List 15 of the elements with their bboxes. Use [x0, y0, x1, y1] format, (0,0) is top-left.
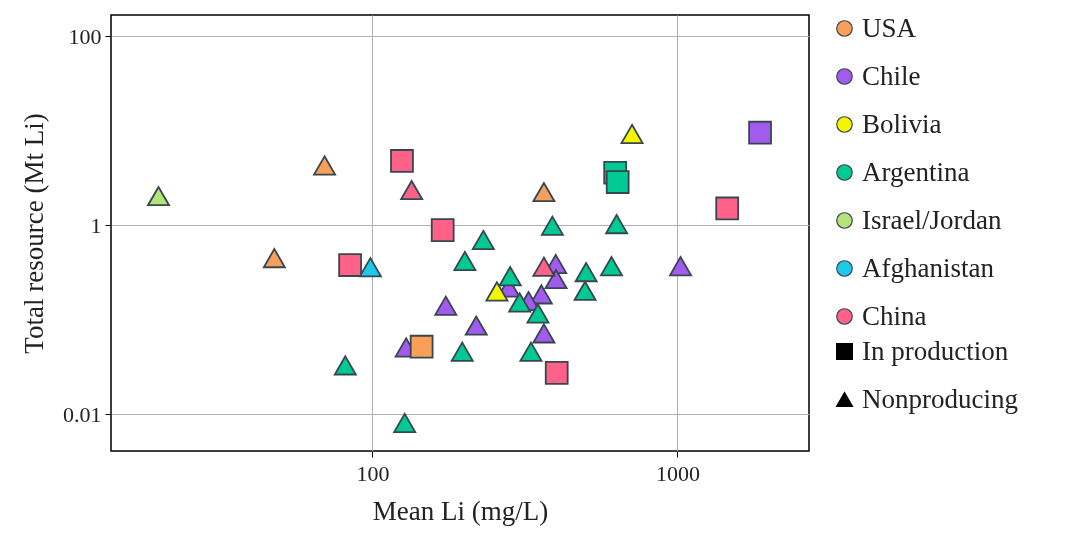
y-tick-label: 1 — [90, 212, 102, 238]
legend-label: China — [862, 300, 927, 331]
legend-label: Nonproducing — [862, 383, 1018, 414]
y-axis-title: Total resource (Mt Li) — [19, 113, 49, 354]
legend-label: Israel/Jordan — [862, 204, 1002, 235]
legend-label: In production — [862, 335, 1009, 366]
legend-label: Bolivia — [862, 108, 942, 139]
legend-label: Afghanistan — [862, 252, 995, 283]
x-axis-title: Mean Li (mg/L) — [372, 495, 549, 526]
legend-label: Argentina — [862, 156, 970, 187]
x-tick-label: 1000 — [655, 460, 700, 486]
y-tick-label: 100 — [68, 23, 102, 49]
y-tick-label: 0.01 — [63, 401, 102, 427]
legend-label: USA — [862, 12, 917, 43]
legend-label: Chile — [862, 60, 921, 91]
